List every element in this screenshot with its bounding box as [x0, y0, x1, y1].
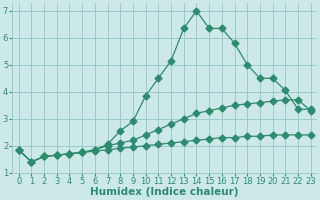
- X-axis label: Humidex (Indice chaleur): Humidex (Indice chaleur): [91, 187, 239, 197]
